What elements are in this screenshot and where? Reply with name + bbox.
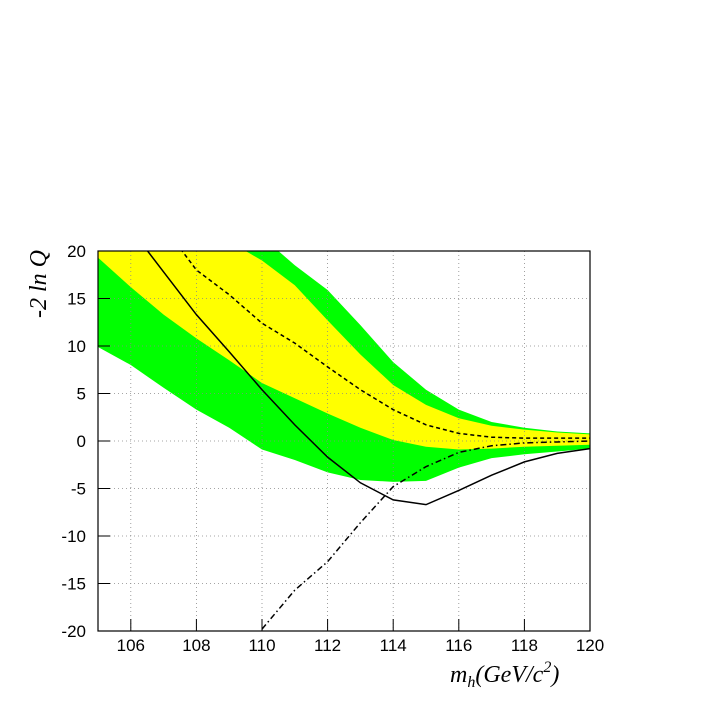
y-tick-label: 10	[67, 337, 86, 356]
x-tick-label: 106	[117, 636, 145, 655]
x-label-sup: 2	[543, 659, 551, 676]
y-tick-label: 20	[67, 242, 86, 261]
x-axis-label: mh(GeV/c2)	[450, 659, 559, 691]
x-label-part: m	[450, 662, 467, 688]
x-tick-label: 116	[445, 636, 472, 655]
x-tick-label: 108	[182, 636, 210, 655]
x-tick-label: 112	[314, 636, 341, 655]
x-label-part: )	[549, 662, 559, 688]
x-label-sub: h	[467, 674, 475, 691]
confidence-band	[98, 251, 590, 450]
x-tick-label: 110	[248, 636, 275, 655]
y-tick-label: 0	[77, 432, 86, 451]
x-tick-label: 120	[576, 636, 604, 655]
x-tick-label: 118	[511, 636, 538, 655]
y-tick-label: 5	[77, 385, 86, 404]
y-tick-label: -5	[71, 480, 86, 499]
y-tick-label: -15	[61, 575, 86, 594]
curve	[146, 251, 590, 506]
y-axis-label: -2 ln Q	[26, 250, 52, 318]
curve	[261, 440, 590, 630]
x-label-part: (GeV/c	[475, 662, 543, 688]
x-tick-label: 114	[380, 636, 407, 655]
y-tick-label: -20	[61, 622, 86, 641]
y-tick-label: -10	[61, 527, 86, 546]
y-tick-label: 15	[67, 290, 86, 309]
